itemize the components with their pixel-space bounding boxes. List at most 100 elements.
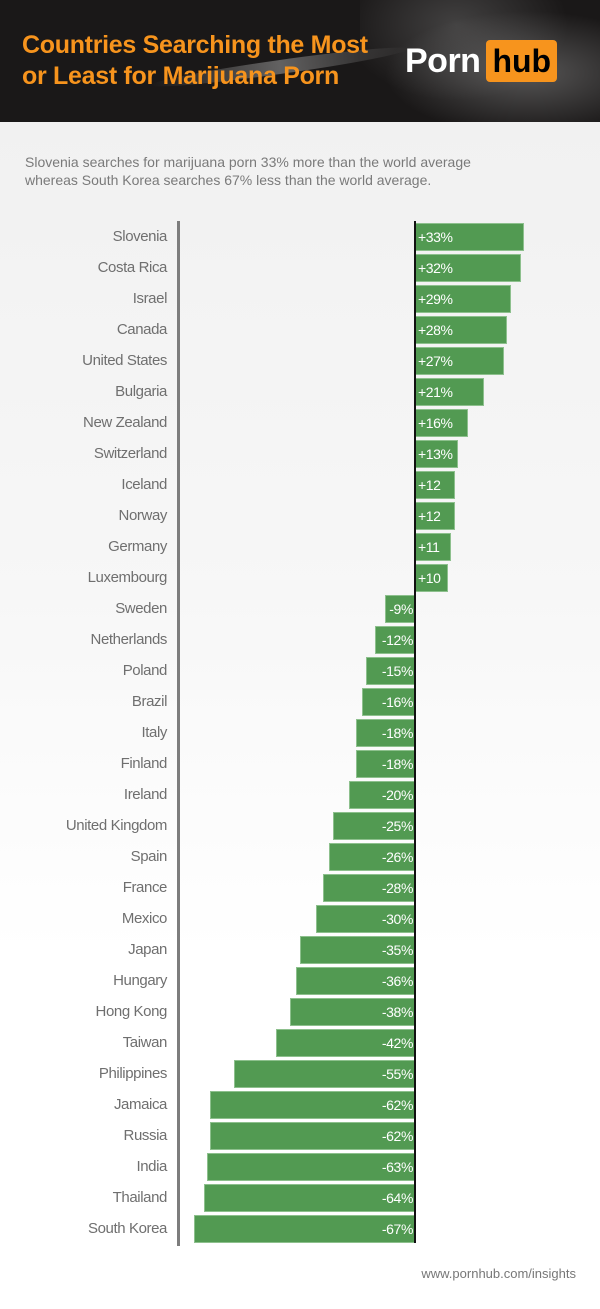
country-label: France [122, 879, 168, 896]
chart-row: Jamaica -62% [0, 1091, 600, 1119]
data-bar [193, 1215, 415, 1243]
data-bar [207, 1153, 415, 1181]
data-bar [415, 564, 448, 592]
data-bar [233, 1060, 415, 1088]
country-label: Philippines [98, 1065, 168, 1082]
data-bar [415, 254, 521, 282]
chart-row: Hungary -36% [0, 967, 600, 995]
country-label: Jamaica [113, 1096, 167, 1113]
subtitle-line-1: Slovenia searches for marijuana porn 33%… [25, 154, 471, 170]
title-line-2: or Least for Marijuana Porn [22, 62, 339, 90]
data-bar [415, 409, 468, 437]
value-label: -36% [381, 973, 413, 989]
data-bar [375, 626, 415, 654]
header-banner: Countries Searching the Most or Least fo… [0, 0, 600, 122]
value-label: -38% [381, 1004, 413, 1020]
data-bar [332, 812, 415, 840]
data-bar [349, 781, 415, 809]
source-url: www.pornhub.com/insights [421, 1266, 576, 1281]
value-label: -25% [381, 818, 413, 834]
title-line-1: Countries Searching the Most [22, 31, 368, 59]
value-label: -26% [381, 849, 413, 865]
country-label: Ireland [123, 786, 167, 803]
chart-row: Poland -15% [0, 657, 600, 685]
chart-row: Germany +11 [0, 533, 600, 561]
data-bar [415, 440, 458, 468]
country-label: Russia [123, 1127, 168, 1144]
value-label: -42% [381, 1035, 413, 1051]
chart-row: Thailand -64% [0, 1184, 600, 1212]
chart-row: Russia -62% [0, 1122, 600, 1150]
chart-row: Canada +28% [0, 316, 600, 344]
value-label: -9% [389, 601, 413, 617]
data-bar [299, 936, 415, 964]
value-label: +10 [418, 570, 441, 586]
value-label: +32% [418, 260, 453, 276]
subtitle-line-2: whereas South Korea searches 67% less th… [25, 172, 432, 188]
data-bar [322, 874, 415, 902]
chart-row: United States +27% [0, 347, 600, 375]
value-label: +33% [418, 229, 453, 245]
value-label: -18% [381, 756, 413, 772]
value-label: +16% [418, 415, 453, 431]
chart-row: South Korea -67% [0, 1215, 600, 1243]
value-label: -35% [381, 942, 413, 958]
chart-row: Spain -26% [0, 843, 600, 871]
value-label: +27% [418, 353, 453, 369]
country-label: Hungary [113, 972, 167, 989]
country-label: Canada [116, 321, 168, 338]
country-label: India [136, 1158, 167, 1175]
data-bar [415, 378, 485, 406]
value-label: -28% [381, 880, 413, 896]
data-bar [210, 1091, 415, 1119]
zero-baseline [414, 221, 416, 1243]
country-label: Thailand [112, 1189, 168, 1206]
country-label: Iceland [121, 476, 167, 493]
data-bar [316, 905, 415, 933]
value-label: -18% [381, 725, 413, 741]
country-label: Switzerland [93, 445, 168, 462]
chart-title: Countries Searching the Most or Least fo… [22, 30, 368, 92]
country-label: Hong Kong [95, 1003, 168, 1020]
data-bar [385, 595, 415, 623]
value-label: -62% [381, 1097, 413, 1113]
chart-row: Hong Kong -38% [0, 998, 600, 1026]
chart-row: Philippines -55% [0, 1060, 600, 1088]
country-label: Mexico [121, 910, 168, 927]
country-label: South Korea [88, 1220, 167, 1237]
value-label: +29% [418, 291, 453, 307]
chart-row: Costa Rica +32% [0, 254, 600, 282]
country-label: Finland [120, 755, 168, 772]
country-label: Spain [130, 848, 168, 865]
value-label: +28% [418, 322, 453, 338]
country-label: New Zealand [83, 414, 167, 431]
value-label: -30% [381, 911, 413, 927]
data-bar [289, 998, 415, 1026]
value-label: +11 [418, 539, 440, 555]
value-label: -67% [381, 1221, 413, 1237]
data-bar [415, 471, 455, 499]
chart-row: Ireland -20% [0, 781, 600, 809]
chart-row: Netherlands -12% [0, 626, 600, 654]
country-label: Norway [118, 507, 168, 524]
value-label: -62% [381, 1128, 413, 1144]
smoke-image [360, 0, 600, 122]
value-label: -64% [381, 1190, 413, 1206]
chart-row: Japan -35% [0, 936, 600, 964]
chart-row: Switzerland +13% [0, 440, 600, 468]
data-bar [276, 1029, 415, 1057]
country-label: Italy [141, 724, 167, 741]
data-bar [362, 688, 415, 716]
chart-row: Israel +29% [0, 285, 600, 313]
chart-row: Mexico -30% [0, 905, 600, 933]
country-label: Israel [132, 290, 168, 307]
data-bar [329, 843, 415, 871]
chart-row: New Zealand +16% [0, 409, 600, 437]
value-label: -55% [381, 1066, 413, 1082]
chart-row: Sweden -9% [0, 595, 600, 623]
country-label: Luxembourg [87, 569, 168, 586]
country-label: Netherlands [90, 631, 168, 648]
country-label: United Kingdom [65, 817, 168, 834]
country-label: Slovenia [112, 228, 168, 245]
chart-row: France -28% [0, 874, 600, 902]
